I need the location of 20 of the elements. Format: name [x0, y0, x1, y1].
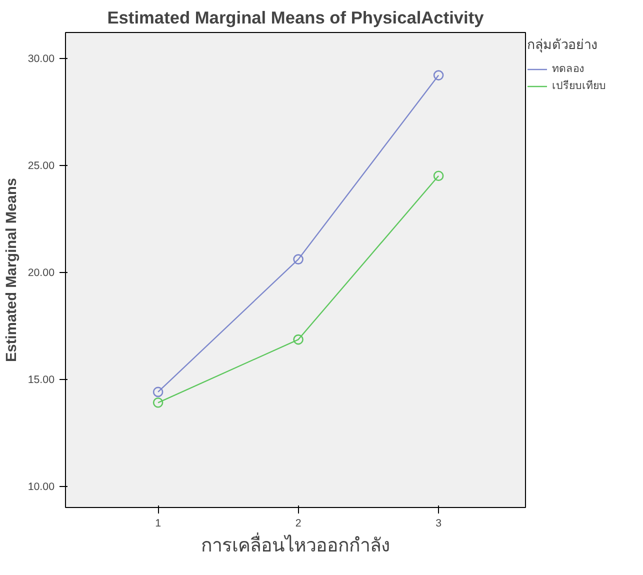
x-axis-title: การเคลื่อนไหวออกกำลัง	[201, 532, 390, 556]
legend-label: เปรียบเทียบ	[552, 79, 606, 94]
legend-label: ทดลอง	[552, 62, 584, 77]
point	[433, 170, 444, 181]
y-tick-label: 30.00	[28, 53, 55, 66]
point	[152, 386, 164, 398]
point	[152, 398, 164, 408]
point	[293, 334, 304, 345]
x-tick-label: 2	[295, 518, 302, 530]
y-tick-label: 25.00	[28, 160, 55, 172]
chart-title: Estimated Marginal Means of PhysicalActivity	[107, 8, 484, 28]
point	[293, 254, 304, 264]
y-tick-label: 10.00	[28, 481, 55, 494]
point	[433, 70, 444, 80]
y-axis-title: Estimated Marginal Means	[4, 178, 20, 362]
x-tick-label: 3	[436, 518, 442, 530]
y-tick-label: 15.00	[28, 374, 55, 386]
legend-title: กลุ่มตัวอย่าง	[527, 36, 599, 54]
y-tick-label: 20.00	[28, 267, 55, 280]
x-tick-label: 1	[155, 518, 162, 530]
